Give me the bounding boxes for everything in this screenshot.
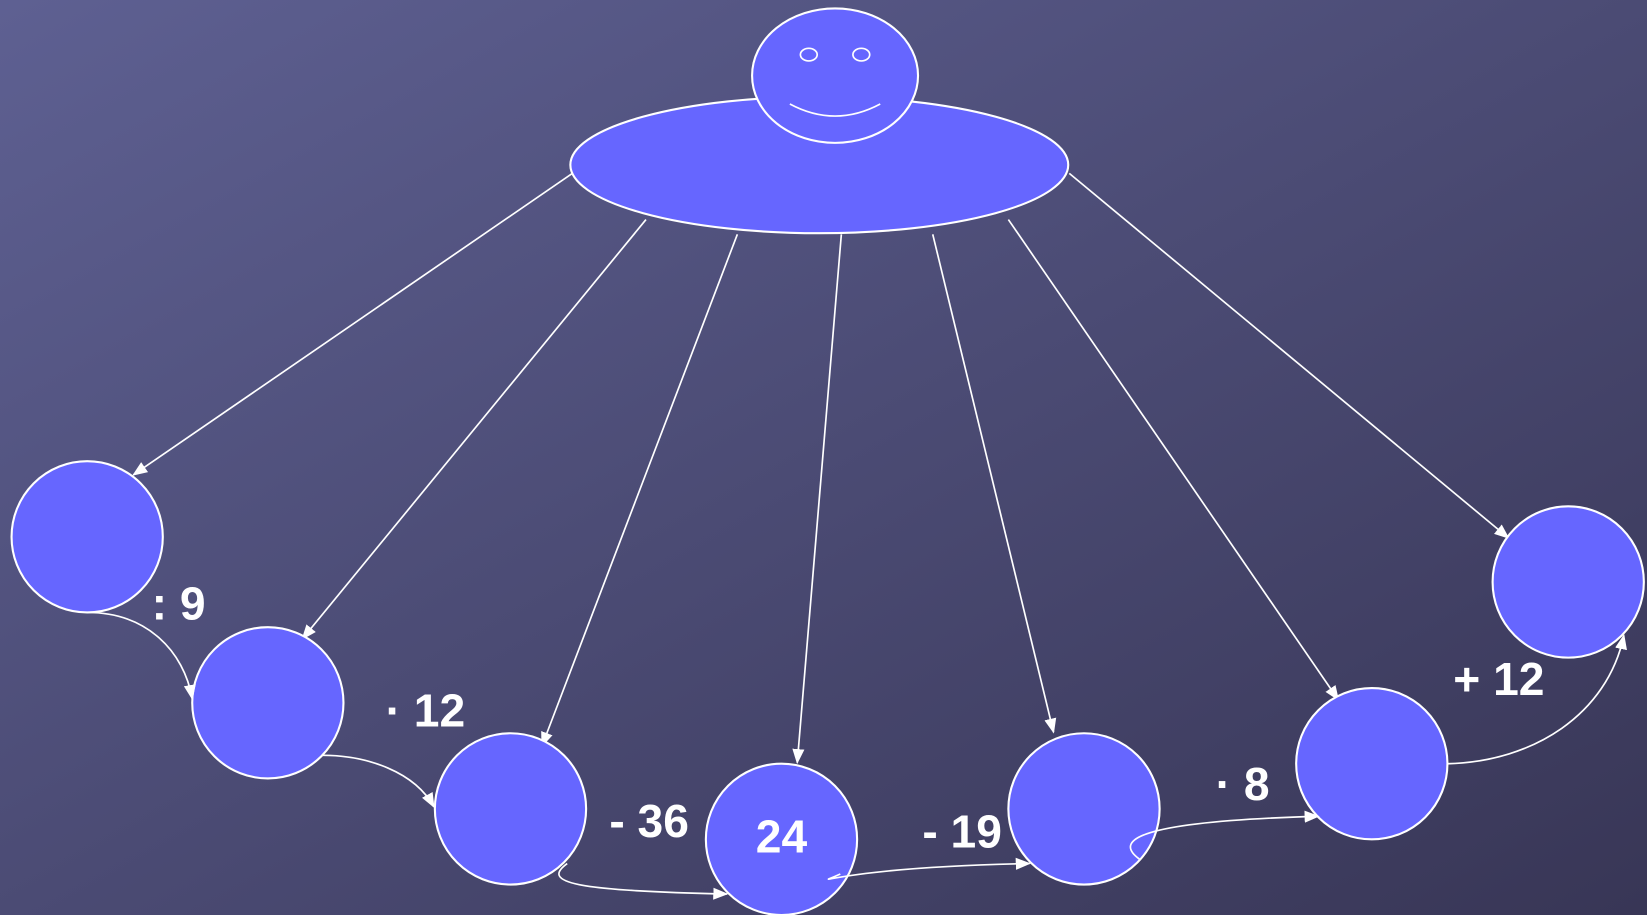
center-node-label: 24 — [756, 811, 808, 863]
operation-label: - 36 — [609, 795, 689, 847]
operation-label: - 19 — [922, 805, 1002, 857]
head — [752, 8, 918, 142]
operation-label: · 8 — [1216, 758, 1270, 810]
operation-label: : 9 — [152, 577, 206, 629]
operation-label: + 12 — [1453, 653, 1544, 705]
diagram: : 9 · 12 - 36 24 - 19 · 8 + 12 — [0, 0, 1647, 915]
operation-label: · 12 — [386, 685, 466, 737]
